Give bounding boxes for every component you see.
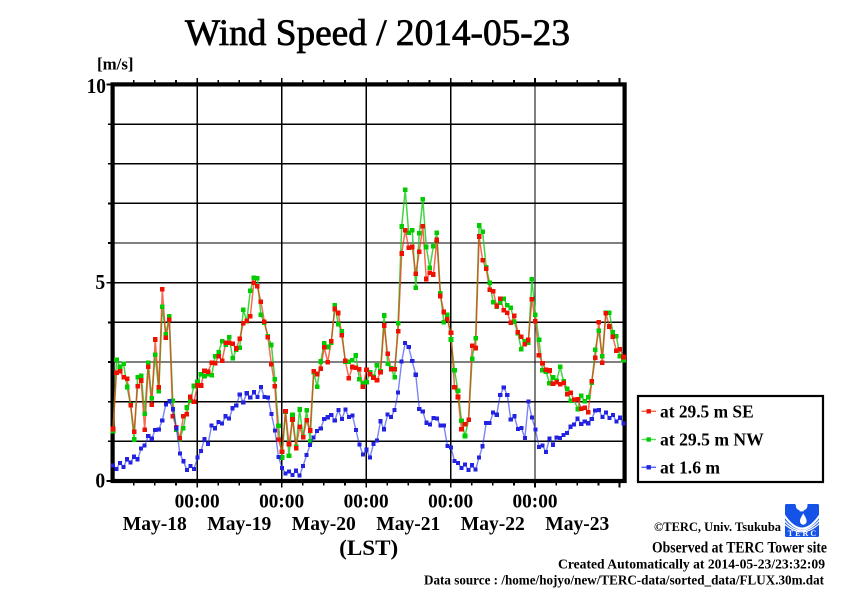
svg-text:00:00: 00:00 — [428, 491, 473, 513]
svg-text:at 29.5 m NW: at 29.5 m NW — [660, 430, 764, 450]
svg-text:Wind Speed / 2014-05-23: Wind Speed / 2014-05-23 — [185, 13, 570, 54]
svg-text:©TERC, Univ. Tsukuba: ©TERC, Univ. Tsukuba — [654, 520, 782, 534]
svg-text:00:00: 00:00 — [175, 491, 220, 513]
svg-text:00:00: 00:00 — [259, 491, 304, 513]
svg-text:[m/s]: [m/s] — [97, 55, 134, 74]
svg-text:Created Automatically at 2014-: Created Automatically at 2014-05-23/23:3… — [558, 558, 825, 573]
svg-text:May-22: May-22 — [461, 513, 525, 535]
svg-text:Observed at TERC Tower site: Observed at TERC Tower site — [652, 540, 827, 557]
svg-text:(LST): (LST) — [339, 535, 398, 560]
svg-text:May-23: May-23 — [545, 513, 609, 535]
svg-text:May-18: May-18 — [123, 513, 187, 535]
svg-text:0: 0 — [95, 469, 105, 493]
svg-text:5: 5 — [95, 270, 105, 294]
svg-text:at 29.5 m SE: at 29.5 m SE — [660, 402, 754, 422]
svg-text:May-19: May-19 — [207, 513, 271, 535]
svg-text:00:00: 00:00 — [344, 491, 389, 513]
svg-text:T E R C: T E R C — [788, 528, 817, 538]
svg-text:at 1.6 m: at 1.6 m — [660, 458, 720, 478]
svg-text:May-20: May-20 — [292, 513, 356, 535]
svg-text:00:00: 00:00 — [513, 491, 558, 513]
svg-text:Data source : /home/hojyo/new/: Data source : /home/hojyo/new/TERC-data/… — [424, 574, 824, 589]
svg-text:May-21: May-21 — [376, 513, 440, 535]
svg-text:10: 10 — [87, 74, 106, 98]
